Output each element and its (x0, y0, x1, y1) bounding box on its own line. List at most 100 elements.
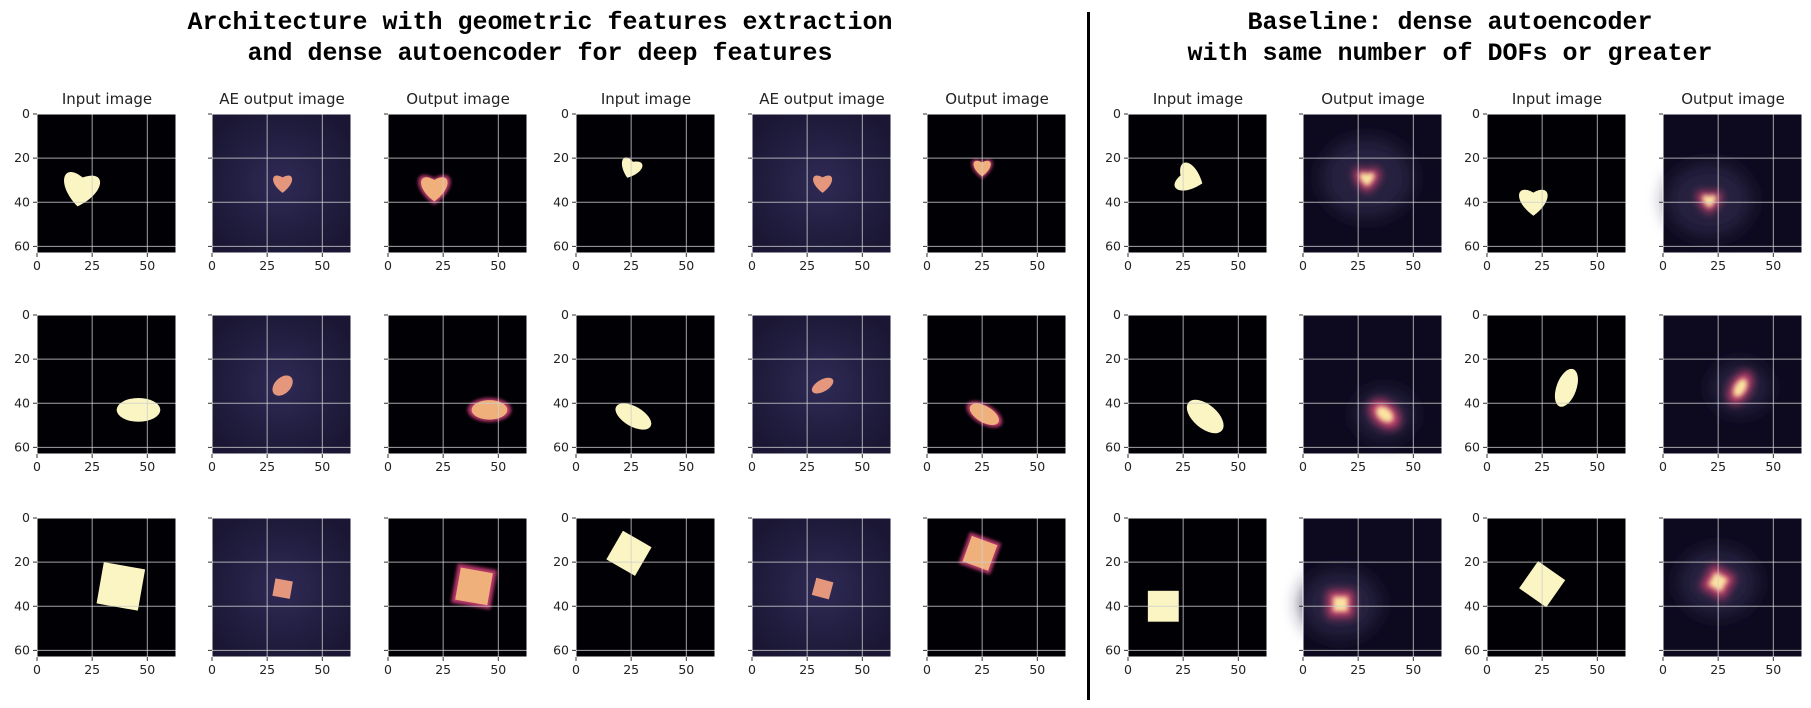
x-tick-label: 50 (490, 459, 506, 474)
section-title-line-2: with same number of DOFs or greater (1187, 39, 1713, 68)
x-tick-label: 0 (748, 258, 756, 273)
axes-frame (211, 517, 352, 658)
y-tick-label: 0 (1113, 307, 1121, 322)
x-tick-label: 0 (1124, 459, 1132, 474)
x-tick-label: 50 (1765, 258, 1781, 273)
image-axes: 0 25 50 (748, 517, 892, 677)
x-tick-label: 50 (678, 662, 694, 677)
section-title-line-2: and dense autoencoder for deep features (247, 39, 833, 68)
x-tick-label: 50 (1230, 459, 1246, 474)
x-tick-label: 0 (1299, 662, 1307, 677)
x-tick-label: 25 (1175, 258, 1191, 273)
column-title: Input image (1511, 90, 1603, 108)
ellipse-shape (1733, 378, 1748, 397)
x-tick-label: 25 (259, 459, 275, 474)
x-tick-label: 0 (1659, 459, 1667, 474)
x-tick-label: 50 (1405, 258, 1421, 273)
y-tick-label: 40 (14, 395, 30, 410)
x-tick-label: 0 (923, 662, 931, 677)
column-title: Output image (406, 90, 510, 108)
y-tick-label: 20 (1105, 351, 1121, 366)
x-tick-label: 25 (84, 459, 100, 474)
x-tick-label: 50 (139, 459, 155, 474)
x-tick-label: 0 (748, 662, 756, 677)
image-panel: 0 25 50 (384, 517, 528, 677)
image-panel: Output image 0 25 50 (1299, 90, 1443, 273)
section-title-line-1: Architecture with geometric features ext… (187, 8, 893, 37)
image-axes: 0 25 50 (923, 517, 1067, 677)
x-tick-label: 0 (1659, 258, 1667, 273)
x-tick-label: 0 (1124, 662, 1132, 677)
x-tick-label: 25 (435, 258, 451, 273)
x-tick-label: 25 (1534, 459, 1550, 474)
y-tick-label: 0 (1472, 510, 1480, 525)
axes-frame (751, 517, 892, 658)
x-tick-label: 0 (748, 459, 756, 474)
square-shape (455, 567, 493, 606)
x-tick-label: 25 (623, 662, 639, 677)
column-title: AE output image (759, 90, 885, 108)
y-tick-label: 0 (22, 106, 30, 121)
heart-shape (1174, 162, 1203, 191)
ellipse-shape (1376, 406, 1394, 423)
image-panel: 0 25 50 0 20 40 60 (1464, 510, 1627, 677)
y-tick-label: 40 (14, 194, 30, 209)
x-tick-label: 50 (678, 459, 694, 474)
image-panel: 0 25 50 0 20 40 60 (14, 510, 177, 677)
y-tick-label: 60 (1464, 642, 1480, 657)
heart-shape (421, 177, 448, 202)
x-tick-label: 50 (678, 258, 694, 273)
y-tick-label: 20 (553, 150, 569, 165)
axes-frame (1486, 113, 1627, 254)
column-title: Output image (1321, 90, 1425, 108)
x-tick-label: 0 (1124, 258, 1132, 273)
image-panel: 0 25 50 (923, 314, 1067, 474)
image-background (927, 518, 1066, 657)
image-panel: Input image 0 25 50 0 20 40 60 (14, 90, 177, 273)
x-tick-label: 0 (923, 459, 931, 474)
y-tick-label: 60 (14, 642, 30, 657)
x-tick-label: 50 (1765, 459, 1781, 474)
image-panel: 0 25 50 0 20 40 60 (553, 307, 716, 474)
x-tick-label: 0 (1299, 258, 1307, 273)
y-tick-label: 60 (1105, 642, 1121, 657)
axes-frame (36, 314, 177, 455)
image-background (37, 114, 176, 253)
image-axes: 0 25 50 0 20 40 60 (14, 510, 177, 677)
x-tick-label: 50 (314, 258, 330, 273)
y-tick-label: 0 (1472, 307, 1480, 322)
x-tick-label: 25 (1710, 258, 1726, 273)
ellipse-shape (1554, 368, 1578, 407)
y-tick-label: 20 (14, 150, 30, 165)
axes-frame (1302, 314, 1443, 455)
image-background (927, 114, 1066, 253)
y-tick-label: 40 (1464, 395, 1480, 410)
x-tick-label: 25 (435, 662, 451, 677)
y-tick-label: 0 (1113, 510, 1121, 525)
axes-frame (926, 113, 1067, 254)
x-tick-label: 25 (799, 662, 815, 677)
axes-frame (575, 517, 716, 658)
square-shape (1333, 596, 1348, 612)
image-axes: 0 25 50 (384, 314, 528, 474)
image-panel: 0 25 50 0 20 40 60 (1464, 307, 1627, 474)
image-panel: 0 25 50 (1659, 314, 1803, 474)
square-shape (606, 530, 652, 576)
image-panel: 0 25 50 (748, 517, 892, 677)
heart-shape (1519, 189, 1548, 216)
x-tick-label: 50 (314, 459, 330, 474)
x-tick-label: 25 (1710, 662, 1726, 677)
x-tick-label: 50 (490, 662, 506, 677)
x-tick-label: 50 (139, 662, 155, 677)
x-tick-label: 0 (208, 459, 216, 474)
image-panel: 0 25 50 (748, 314, 892, 474)
x-tick-label: 50 (139, 258, 155, 273)
axes-frame (926, 314, 1067, 455)
y-tick-label: 60 (14, 439, 30, 454)
image-panel: Input image 0 25 50 0 20 40 60 (553, 90, 716, 273)
image-axes: 0 25 50 (208, 113, 352, 273)
x-tick-label: 25 (974, 258, 990, 273)
x-tick-label: 25 (623, 459, 639, 474)
x-tick-label: 50 (1589, 258, 1605, 273)
y-tick-label: 0 (561, 307, 569, 322)
